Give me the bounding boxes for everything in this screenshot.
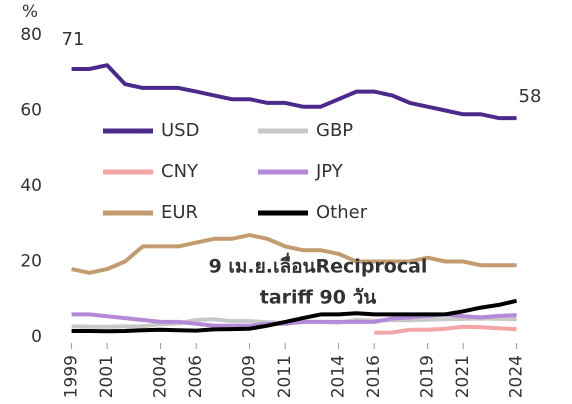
annotation: 9 เม.ย.เลื่อนReciprocal <box>209 253 428 278</box>
x-tick-label: 2019 <box>418 355 438 398</box>
legend-label: GBP <box>316 120 353 141</box>
annotation: 58 <box>519 86 542 107</box>
line <box>71 298 518 334</box>
legend-label: CNY <box>161 161 199 182</box>
legend-label: EUR <box>161 202 198 223</box>
x-tick-label: 2011 <box>275 355 295 398</box>
legend-label: Other <box>316 202 368 223</box>
x-tick-label: 2016 <box>364 355 384 398</box>
y-tick-label: 60 <box>20 101 42 121</box>
x-tick-label: 2024 <box>507 355 527 398</box>
y-tick-label: 0 <box>31 327 42 347</box>
y-tick-label: 80 <box>20 25 42 45</box>
x-tick-label: 1999 <box>62 355 82 398</box>
legend-label: JPY <box>315 161 344 182</box>
y-tick-label: 40 <box>20 176 42 196</box>
x-tick-label: 2006 <box>186 355 206 398</box>
x-tick-label: 2001 <box>97 355 117 398</box>
line <box>374 324 517 335</box>
line <box>71 63 517 121</box>
annotation: tariff 90 วัน <box>260 287 377 309</box>
x-tick-label: 2004 <box>151 355 171 398</box>
y-unit: % <box>22 2 38 22</box>
x-tick-label: 2009 <box>240 355 260 398</box>
y-tick-label: 20 <box>20 252 42 272</box>
annotation: 71 <box>62 29 85 50</box>
line <box>71 233 517 275</box>
legend-label: USD <box>161 120 199 141</box>
x-tick-label: 2014 <box>329 355 349 398</box>
x-tick-label: 2021 <box>453 355 473 398</box>
